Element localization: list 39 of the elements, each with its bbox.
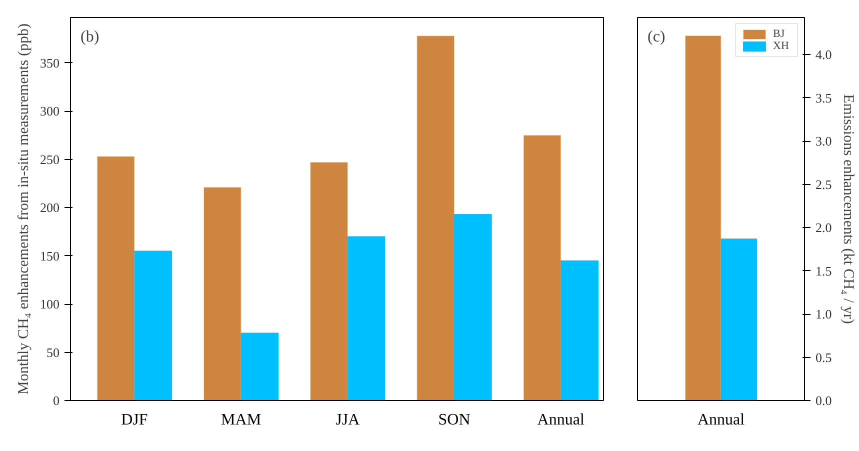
y2-tick-label: 4.0 bbox=[816, 47, 832, 62]
bar bbox=[204, 187, 242, 400]
bar bbox=[416, 36, 455, 400]
x-tick-label: MAM bbox=[221, 412, 262, 428]
y-tick-label: 350 bbox=[40, 55, 60, 70]
x-tick-label: DJF bbox=[121, 412, 148, 428]
legend-label: BJ bbox=[773, 28, 786, 40]
bar bbox=[560, 260, 598, 400]
y-tick-label: 0 bbox=[53, 393, 60, 408]
y-tick-label: 200 bbox=[40, 200, 60, 216]
y-tick-label: 150 bbox=[40, 248, 60, 264]
annotation: (b) bbox=[80, 28, 100, 46]
y-tick-label: 50 bbox=[46, 344, 60, 360]
legend-label: XH bbox=[773, 40, 790, 52]
y2-tick-label: 1.0 bbox=[816, 306, 832, 322]
y2-tick-label: 2.5 bbox=[816, 176, 832, 192]
y2-tick-label: 1.5 bbox=[816, 263, 832, 278]
y2-tick-label: 3.5 bbox=[816, 90, 832, 106]
annotation: (c) bbox=[648, 28, 666, 46]
y-tick-label: 250 bbox=[40, 152, 60, 167]
y2-tick-label: 3.0 bbox=[816, 134, 832, 149]
y-tick-label: 100 bbox=[40, 296, 60, 312]
y2-tick-label: 0.5 bbox=[816, 350, 832, 365]
bar bbox=[523, 134, 562, 400]
y2-tick-label: 0.0 bbox=[816, 393, 832, 408]
y2-axis-title: Emissions enhancements (kt CH₄ / yr) bbox=[840, 94, 856, 324]
bar bbox=[310, 162, 348, 400]
x-tick-label: JJA bbox=[336, 412, 360, 428]
bar bbox=[454, 214, 492, 400]
x-tick-label: SON bbox=[438, 412, 471, 428]
x-tick-label: Annual bbox=[537, 412, 585, 428]
y-axis-title: Monthly CH₄ enhancements from in-situ measurements (ppb) bbox=[16, 23, 32, 394]
x-tick-label: Annual bbox=[697, 412, 746, 428]
bar bbox=[134, 250, 172, 400]
bar bbox=[96, 156, 135, 400]
bar bbox=[347, 236, 386, 400]
bar bbox=[240, 332, 279, 400]
y2-tick-label: 2.0 bbox=[816, 220, 832, 236]
y-tick-label: 300 bbox=[40, 104, 60, 119]
